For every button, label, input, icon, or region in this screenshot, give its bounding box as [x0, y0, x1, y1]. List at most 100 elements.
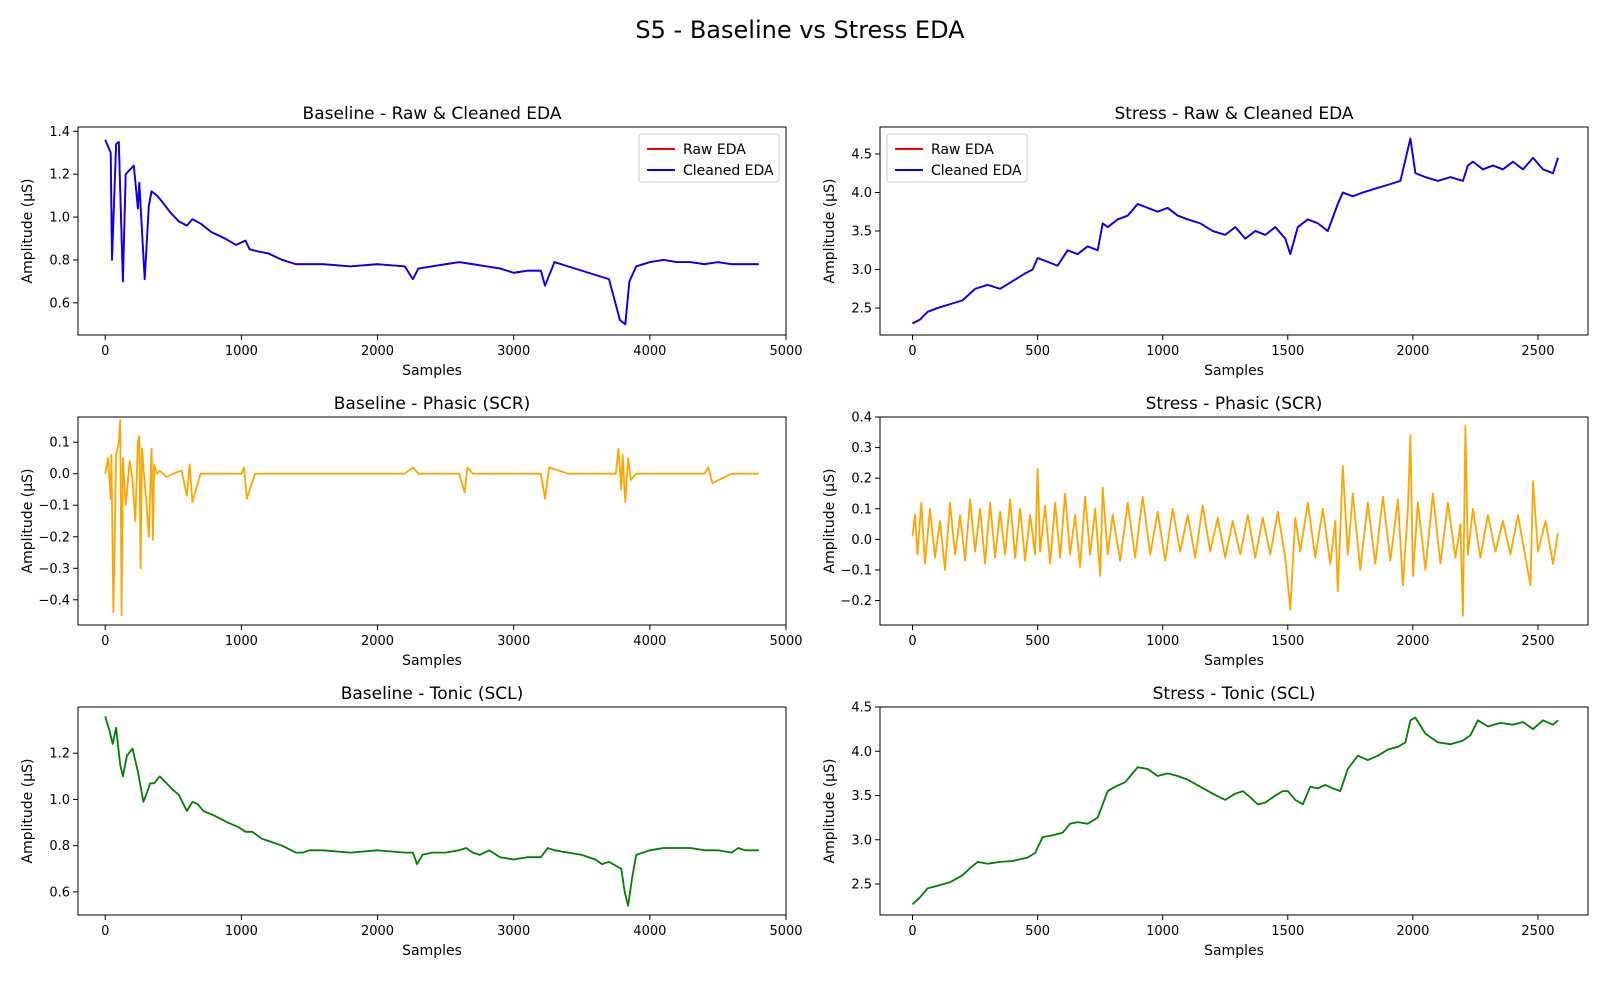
y-tick-label: 0.8 — [49, 839, 70, 854]
y-axis-label: Amplitude (µS) — [822, 759, 838, 864]
legend: Raw EDA Cleaned EDA — [638, 133, 780, 183]
x-axis-label: Samples — [402, 943, 462, 959]
x-tick-label: 500 — [1025, 634, 1050, 649]
y-tick-label: −0.2 — [38, 530, 70, 545]
legend-entry-label: Raw EDA — [931, 142, 994, 158]
y-tick-label: 4.5 — [851, 701, 872, 716]
subplot-title: Baseline - Raw & Cleaned EDA — [303, 104, 562, 124]
y-tick-label: 0.0 — [49, 467, 70, 482]
subplot-title: Stress - Tonic (SCL) — [1153, 684, 1316, 704]
x-tick-label: 1500 — [1271, 634, 1304, 649]
x-tick-label: 3000 — [497, 634, 530, 649]
x-tick-label: 1000 — [1146, 344, 1179, 359]
legend-entry-label: Raw EDA — [683, 142, 746, 158]
y-tick-label: 0.6 — [49, 885, 70, 900]
x-tick-label: 4000 — [633, 924, 666, 939]
y-tick-label: 3.0 — [851, 833, 872, 848]
y-axis-label: Amplitude (µS) — [20, 759, 36, 864]
y-tick-label: 4.0 — [851, 186, 872, 201]
subplot-title: Baseline - Phasic (SCR) — [334, 394, 531, 414]
y-tick-label: 0.4 — [851, 411, 872, 426]
y-tick-label: 4.5 — [851, 147, 872, 162]
x-tick-label: 3000 — [497, 344, 530, 359]
subplot-stress-phasic: 0 500 1000 1500 2000 2500 −0.2 −0.1 0.0 0.1 0.2 0.3… — [822, 394, 1589, 669]
x-axis-label: Samples — [402, 363, 462, 379]
x-tick-label: 0 — [101, 634, 109, 649]
y-tick-label: 1.2 — [49, 747, 70, 762]
y-tick-label: 0.6 — [49, 296, 70, 311]
x-tick-label: 2500 — [1521, 344, 1554, 359]
x-tick-label: 4000 — [633, 634, 666, 649]
legend-entry-label: Cleaned EDA — [931, 163, 1022, 179]
y-tick-label: −0.1 — [840, 563, 872, 578]
y-tick-label: 0.3 — [851, 441, 872, 456]
y-tick-label: 3.0 — [851, 263, 872, 278]
y-tick-label: 1.0 — [49, 793, 70, 808]
x-axis-label: Samples — [402, 653, 462, 669]
series-line-tonic — [911, 716, 1559, 906]
x-tick-label: 0 — [908, 344, 916, 359]
y-tick-label: 0.0 — [851, 533, 872, 548]
subplot-baseline-phasic: 0 1000 2000 3000 4000 5000 −0.4 −0.3 −0.2 −0.1 0.0… — [20, 394, 803, 669]
x-tick-label: 2000 — [1396, 924, 1429, 939]
series-line-phasic — [911, 425, 1559, 617]
x-tick-label: 2000 — [361, 634, 394, 649]
x-tick-label: 0 — [101, 924, 109, 939]
x-tick-label: 0 — [908, 634, 916, 649]
x-tick-label: 1500 — [1271, 924, 1304, 939]
subplot-title: Stress - Raw & Cleaned EDA — [1114, 104, 1353, 124]
y-tick-label: 0.2 — [851, 472, 872, 487]
x-axis-label: Samples — [1204, 943, 1264, 959]
x-tick-label: 500 — [1025, 344, 1050, 359]
x-tick-label: 1500 — [1271, 344, 1304, 359]
x-tick-label: 2000 — [361, 924, 394, 939]
y-tick-label: 0.8 — [49, 253, 70, 268]
axes-frame — [77, 706, 787, 916]
series-line-cleaned-eda — [912, 137, 1559, 325]
y-tick-label: 0.1 — [49, 436, 70, 451]
x-axis-label: Samples — [1204, 653, 1264, 669]
y-tick-label: −0.2 — [840, 594, 872, 609]
subplots-group: 0 1000 2000 3000 4000 50000.60.81.01.21.4Base… — [20, 104, 1589, 959]
x-tick-label: 1000 — [1146, 634, 1179, 649]
y-tick-label: −0.1 — [38, 499, 70, 514]
subplot-baseline-tonic: 0 1000 2000 3000 4000 5000 0.6 0.8 1.0 1.2 Baselin… — [20, 684, 803, 959]
y-tick-label: 2.5 — [851, 878, 872, 893]
x-tick-label: 5000 — [769, 344, 802, 359]
legend-entry-label: Cleaned EDA — [683, 163, 774, 179]
x-tick-label: 5000 — [769, 924, 802, 939]
x-tick-label: 2500 — [1521, 924, 1554, 939]
axes-frame — [77, 126, 787, 336]
x-tick-label: 5000 — [769, 634, 802, 649]
subplot-baseline-raw-cleaned: 0 1000 2000 3000 4000 5000 0.6 0.8 1.0 1.2 1.4 Base… — [20, 104, 803, 379]
x-tick-label: 1000 — [225, 634, 258, 649]
y-tick-label: 1.0 — [49, 211, 70, 226]
x-tick-label: 2000 — [361, 344, 394, 359]
series-line-cleaned-eda — [104, 139, 759, 326]
x-tick-label: 2500 — [1521, 634, 1554, 649]
subplot-title: Stress - Phasic (SCR) — [1146, 394, 1323, 414]
y-tick-label: 0.1 — [851, 502, 872, 517]
legend: Raw EDA Cleaned EDA — [886, 133, 1028, 183]
subplot-stress-raw-cleaned: 0 500 1000 1500 2000 2500 2.5 3.0 3.5 4.0 4.5 Stres… — [822, 104, 1589, 379]
x-tick-label: 500 — [1025, 924, 1050, 939]
axes-frame — [879, 706, 1589, 916]
y-tick-label: −0.3 — [38, 562, 70, 577]
x-tick-label: 2000 — [1396, 634, 1429, 649]
subplot-title: Baseline - Tonic (SCL) — [341, 684, 524, 704]
y-tick-label: 1.2 — [49, 168, 70, 183]
x-axis-label: Samples — [1204, 363, 1264, 379]
x-tick-label: 4000 — [633, 344, 666, 359]
y-axis-label: Amplitude (µS) — [822, 469, 838, 574]
x-tick-label: 0 — [908, 924, 916, 939]
x-tick-label: 1000 — [225, 344, 258, 359]
y-tick-label: 3.5 — [851, 789, 872, 804]
axes-frame — [77, 416, 787, 626]
y-tick-label: 2.5 — [851, 302, 872, 317]
y-tick-label: −0.4 — [38, 593, 70, 608]
y-tick-label: 1.4 — [49, 125, 70, 140]
x-tick-label: 1000 — [225, 924, 258, 939]
x-tick-label: 2000 — [1396, 344, 1429, 359]
y-axis-label: Amplitude (µS) — [20, 179, 36, 284]
